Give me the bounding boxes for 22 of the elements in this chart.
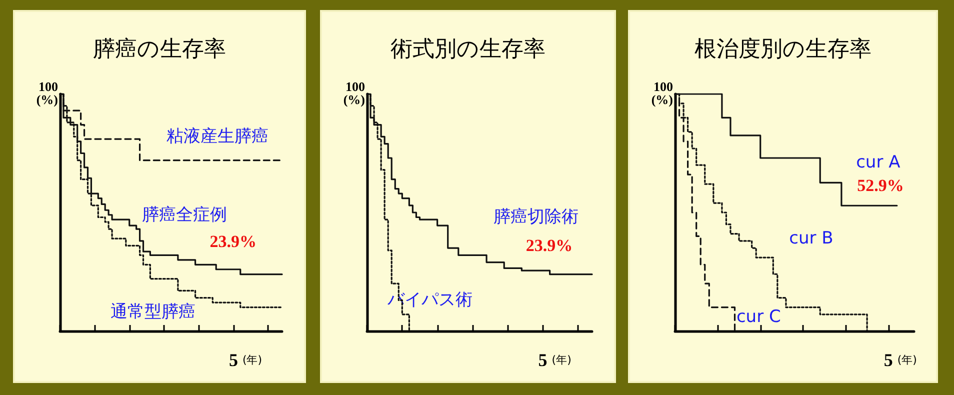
- chart-title: 術式別の生存率: [390, 36, 546, 64]
- annotation: 52.9%: [857, 176, 904, 196]
- chart-title: 根治度別の生存率: [694, 36, 872, 64]
- y-axis-title: 100 (%): [36, 79, 58, 107]
- text: 5: [538, 350, 548, 370]
- x-axis-title: (年): [897, 354, 917, 366]
- series-label: 膵癌切除術: [493, 207, 578, 228]
- series-label: cur B: [789, 228, 834, 249]
- y-axis-title: 100 (%): [343, 79, 365, 107]
- series-label: 通常型膵癌: [110, 302, 196, 322]
- text: 5: [228, 350, 238, 370]
- x-axis-title: (年): [552, 354, 572, 366]
- series-label: cur A: [856, 152, 901, 173]
- x-axis-title: (年): [242, 354, 262, 366]
- series-label: 粘液産生膵癌: [166, 126, 269, 147]
- annotation: 23.9%: [526, 236, 573, 255]
- annotation: 23.9%: [210, 232, 257, 251]
- text: 5: [884, 350, 893, 370]
- chart-title: 膵癌の生存率: [92, 36, 227, 64]
- y-axis-title: 100 (%): [651, 79, 673, 107]
- series-label: 膵癌全症例: [142, 204, 227, 225]
- series-label: cur C: [736, 306, 781, 327]
